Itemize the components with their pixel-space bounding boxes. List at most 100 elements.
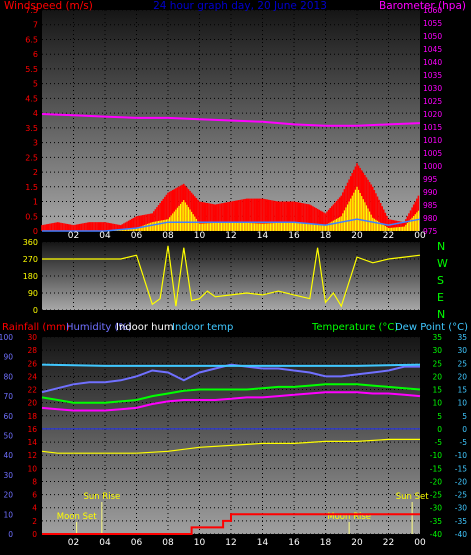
wind-tick-label: 2.5: [25, 153, 38, 162]
humidity-tick-label: 30: [3, 471, 13, 480]
humidity-tick-label: 10: [3, 510, 13, 519]
wind-axis-label: Windspeed (m/s): [4, 0, 93, 12]
compass-letter: N: [437, 308, 445, 321]
time-tick-label: 12: [225, 231, 236, 241]
dewpoint-tick-label: -30: [455, 504, 467, 513]
time-tick-label: 20: [351, 231, 363, 241]
time-tick-label: 14: [257, 231, 269, 241]
wind-tick-label: 7.5: [25, 6, 38, 15]
wind-tick-label: 3.5: [25, 124, 38, 133]
rain-tick-label: 4: [32, 504, 37, 513]
average-wind-line: [42, 218, 421, 232]
wind-tick-label: 5: [33, 80, 38, 89]
climate-series: [41, 363, 421, 535]
baro-tick-label: 1040: [423, 58, 442, 67]
rain-tick-label: 12: [27, 451, 37, 460]
time-tick-label: 06: [131, 538, 143, 548]
dewpoint-tick-label: 25: [457, 359, 467, 368]
time-tick-label: 16: [288, 231, 300, 241]
rain-tick-label: 6: [32, 491, 37, 500]
annotation-label: Moon Set: [57, 512, 97, 522]
temperature-tick-label: 35: [432, 333, 442, 342]
baro-tick-label: 995: [423, 175, 438, 184]
direction-tick-label: 90: [28, 289, 38, 298]
baro-tick-label: 1030: [423, 84, 442, 93]
rain-tick-label: 2: [32, 517, 37, 526]
rain-tick-label: 22: [27, 386, 37, 395]
dewpoint-tick-label: -20: [455, 477, 467, 486]
temperature-tick-label: 25: [432, 359, 442, 368]
temperature-tick-label: 20: [432, 372, 442, 381]
time-tick-label: 08: [162, 231, 174, 241]
direction-axis-ticks: 0 90 180 270 360: [23, 238, 38, 315]
baro-tick-label: 1055: [423, 19, 442, 28]
compass-letter: S: [437, 274, 444, 287]
baro-tick-label: 1005: [423, 149, 442, 158]
baro-tick-label: 1015: [423, 123, 442, 132]
dewpoint-tick-label: 35: [457, 333, 467, 342]
dewpoint-tick-label: -25: [455, 491, 467, 500]
time-tick-label: 12: [225, 538, 236, 548]
baro-tick-label: 1035: [423, 71, 442, 80]
time-tick-label: 20: [351, 538, 363, 548]
humidity-tick-label: 90: [3, 353, 13, 362]
temperature-axis-label: Temperature (°C): [311, 322, 398, 333]
time-tick-label: 10: [194, 231, 206, 241]
dewpoint-tick-label: -10: [455, 451, 467, 460]
humidity-line: [41, 363, 420, 394]
dewpoint-axis-label: Dew Point (°C): [395, 322, 468, 333]
time-tick-label: 14: [257, 538, 269, 548]
dewpoint-tick-label: 15: [457, 386, 467, 395]
temperature-tick-label: -20: [430, 477, 442, 486]
baro-tick-label: 1020: [423, 110, 442, 119]
sun-moon-annotations: Sun Rise Sun Set Moon Set Moon Rise: [57, 492, 429, 534]
temperature-tick-label: 10: [432, 399, 442, 408]
humidity-tick-label: 0: [8, 530, 13, 539]
wind-tick-label: 4.5: [25, 94, 38, 103]
chart-title: 24 hour graph day, 20 June 2013: [153, 0, 327, 12]
time-tick-label: 22: [383, 538, 394, 548]
temperature-tick-label: -15: [430, 464, 442, 473]
temperature-tick-label: -35: [430, 517, 442, 526]
time-axis-ticks: 02 02 04 04 06 06 08 08 10 10 12 12 14 14 16 16 18 18 20 20…: [68, 231, 426, 548]
annotation-label: Sun Set: [396, 492, 429, 502]
rain-tick-label: 24: [27, 372, 37, 381]
dewpoint-tick-label: 0: [462, 425, 467, 434]
indoor-hum-label: Indoor hum: [116, 322, 174, 333]
rain-tick-label: 18: [27, 412, 37, 421]
baro-tick-label: 1000: [423, 162, 442, 171]
rain-tick-label: 8: [32, 477, 37, 486]
time-tick-label: 08: [162, 538, 174, 548]
time-tick-label: 18: [320, 538, 332, 548]
direction-tick-label: 360: [23, 238, 38, 247]
baro-tick-label: 1025: [423, 97, 442, 106]
indoor-temp-line: [41, 363, 421, 367]
baro-tick-label: 990: [423, 188, 438, 197]
temperature-tick-label: -5: [435, 438, 443, 447]
rain-tick-label: 26: [27, 359, 37, 368]
dew-point-c-line: [41, 383, 421, 404]
time-tick-label: 10: [194, 538, 206, 548]
wind-tick-label: 1: [33, 198, 38, 207]
dewpoint-tick-label: 10: [457, 399, 467, 408]
baro-tick-label: 975: [423, 227, 438, 236]
direction-tick-label: 180: [23, 272, 38, 281]
time-tick-label: 00: [414, 538, 426, 548]
dewpoint-tick-label: -35: [455, 517, 467, 526]
dewpoint-tick-label: 5: [462, 412, 467, 421]
wind-tick-label: 6: [33, 50, 38, 59]
wind-tick-label: 1.5: [25, 183, 38, 192]
annotation-label: Moon Rise: [327, 512, 371, 522]
temperature-tick-label: 15: [432, 386, 442, 395]
rain-tick-label: 10: [27, 464, 37, 473]
wind-direction-line: [42, 245, 421, 308]
time-tick-label: 00: [414, 231, 426, 241]
rain-tick-label: 0: [32, 530, 37, 539]
humidity-tick-label: 40: [3, 451, 13, 460]
rain-axis-label: Rainfall (mm): [2, 322, 70, 333]
barometer-line: [41, 113, 421, 127]
temperature-c-line: [41, 391, 421, 412]
grid-lines: [42, 9, 420, 535]
temperature-tick-label: -30: [430, 504, 442, 513]
